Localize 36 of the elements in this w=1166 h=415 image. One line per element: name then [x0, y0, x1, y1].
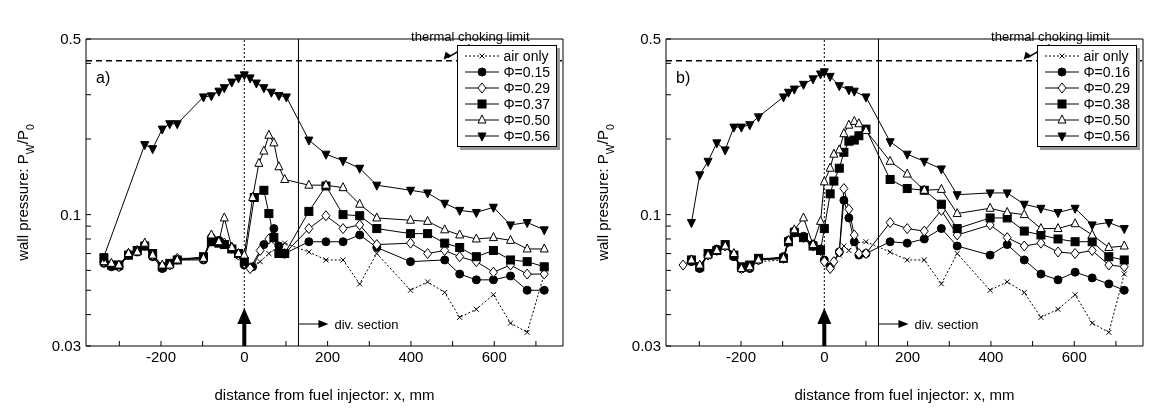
y-tick-label: 0.03 — [631, 337, 661, 355]
ref-line-label: thermal choking limit — [991, 28, 1110, 44]
x-tick-label: 400 — [398, 347, 424, 365]
x-axis-title: distance from fuel injector: x, mm — [214, 386, 435, 403]
ref-line-label: div. section — [914, 317, 979, 332]
y-tick-label: 0.1 — [60, 205, 81, 223]
x-tick-label: 200 — [895, 347, 921, 365]
annotation: b) — [676, 69, 691, 87]
y-tick-label: 0.1 — [640, 205, 661, 223]
legend-label: Φ=0.56 — [503, 128, 550, 144]
x-tick-label: 400 — [978, 347, 1004, 365]
legend-label: Φ=0.50 — [503, 112, 550, 128]
legend-label: air only — [1083, 48, 1129, 64]
y-tick-label: 0.03 — [51, 337, 81, 355]
x-axis-title: distance from fuel injector: x, mm — [794, 386, 1015, 403]
legend-label: Φ=0.56 — [1083, 128, 1130, 144]
ref-line-label: div. section — [334, 317, 399, 332]
annotation: a) — [96, 69, 111, 87]
ref-line-label: thermal choking limit — [411, 28, 530, 44]
x-tick-label: 600 — [481, 347, 507, 365]
x-tick-label: 0 — [820, 347, 829, 365]
y-tick-label: 0.5 — [60, 30, 81, 48]
y-tick-label: 0.5 — [640, 30, 661, 48]
legend-label: air only — [503, 48, 549, 64]
legend-label: Φ=0.38 — [1083, 96, 1130, 112]
x-tick-label: -200 — [145, 347, 176, 365]
legend-label: Φ=0.29 — [1083, 80, 1130, 96]
legend-label: Φ=0.16 — [1083, 64, 1130, 80]
x-tick-label: 600 — [1061, 347, 1087, 365]
x-tick-label: -200 — [725, 347, 756, 365]
x-tick-label: 0 — [240, 347, 249, 365]
x-tick-label: 200 — [315, 347, 341, 365]
legend-label: Φ=0.29 — [503, 80, 550, 96]
legend-label: Φ=0.50 — [1083, 112, 1130, 128]
legend-label: Φ=0.37 — [503, 96, 550, 112]
legend-label: Φ=0.15 — [503, 64, 550, 80]
